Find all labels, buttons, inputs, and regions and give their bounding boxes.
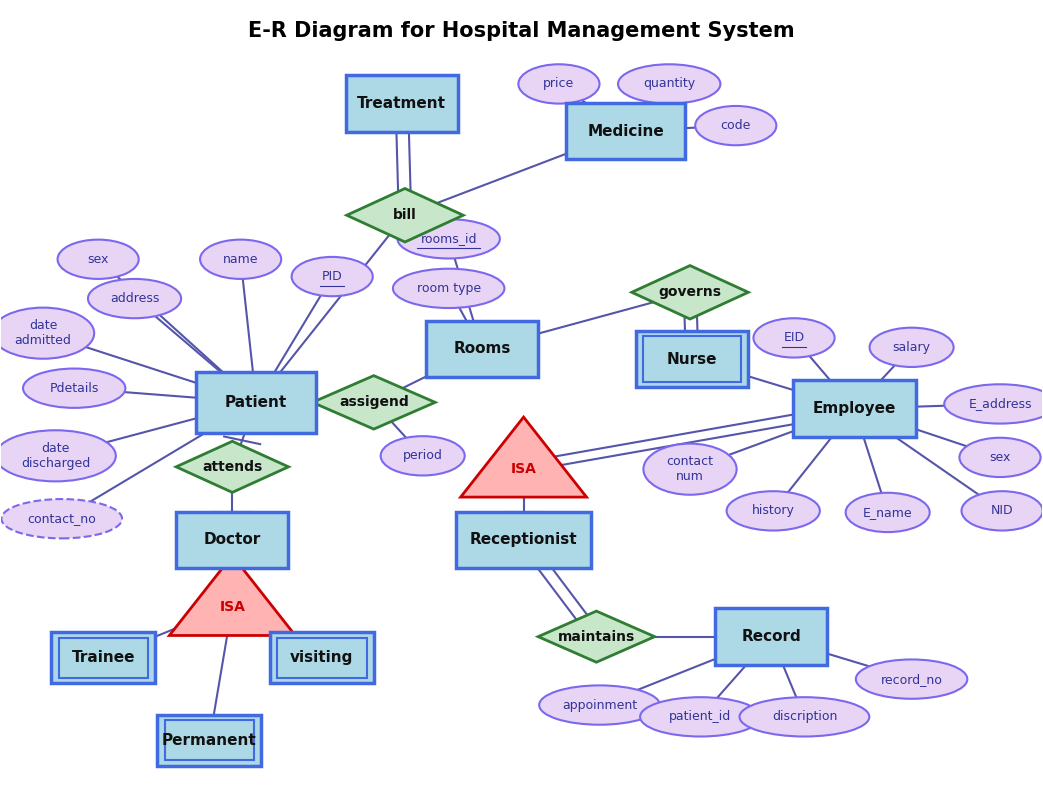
Text: EID: EID — [783, 331, 804, 344]
Text: Medicine: Medicine — [587, 124, 664, 139]
Text: Record: Record — [742, 629, 801, 644]
Text: contact_no: contact_no — [27, 512, 96, 525]
Text: contact
num: contact num — [666, 455, 713, 483]
Text: sex: sex — [990, 451, 1011, 464]
Text: rooms_id: rooms_id — [420, 232, 477, 245]
Polygon shape — [176, 441, 289, 492]
Text: Pdetails: Pdetails — [49, 382, 99, 394]
Text: Trainee: Trainee — [72, 650, 136, 665]
Text: salary: salary — [893, 341, 930, 353]
FancyBboxPatch shape — [270, 632, 373, 683]
Ellipse shape — [856, 660, 967, 699]
Text: Patient: Patient — [225, 394, 288, 409]
Text: NID: NID — [991, 504, 1014, 518]
Ellipse shape — [200, 240, 282, 279]
Ellipse shape — [739, 697, 870, 736]
Ellipse shape — [618, 64, 721, 103]
Text: Employee: Employee — [812, 401, 896, 416]
Ellipse shape — [381, 436, 465, 476]
Text: patient_id: patient_id — [670, 710, 731, 724]
Polygon shape — [169, 555, 295, 635]
Ellipse shape — [644, 443, 736, 495]
Text: date
admitted: date admitted — [15, 320, 71, 347]
Text: sex: sex — [88, 252, 108, 266]
Text: Rooms: Rooms — [454, 342, 511, 357]
FancyBboxPatch shape — [345, 75, 458, 132]
Text: assigend: assigend — [339, 395, 409, 409]
Text: period: period — [403, 449, 442, 462]
Text: attends: attends — [202, 460, 263, 474]
Text: E_address: E_address — [968, 398, 1032, 410]
Text: E_name: E_name — [863, 506, 913, 519]
FancyBboxPatch shape — [426, 320, 538, 377]
Ellipse shape — [292, 257, 372, 296]
Text: quantity: quantity — [644, 77, 696, 91]
FancyBboxPatch shape — [715, 608, 827, 665]
Text: Nurse: Nurse — [666, 352, 718, 367]
Ellipse shape — [518, 64, 600, 103]
Ellipse shape — [727, 492, 820, 530]
Text: Treatment: Treatment — [358, 96, 446, 111]
Ellipse shape — [846, 493, 929, 532]
Ellipse shape — [0, 430, 116, 481]
Ellipse shape — [753, 318, 834, 357]
Ellipse shape — [57, 240, 139, 279]
Ellipse shape — [539, 686, 660, 725]
Polygon shape — [461, 417, 586, 497]
Ellipse shape — [960, 438, 1041, 477]
Text: date
discharged: date discharged — [21, 442, 90, 469]
Polygon shape — [538, 611, 655, 662]
Ellipse shape — [696, 106, 776, 145]
Text: discription: discription — [772, 710, 838, 724]
Ellipse shape — [397, 219, 500, 259]
Text: ISA: ISA — [219, 600, 245, 615]
Polygon shape — [632, 266, 748, 319]
Ellipse shape — [0, 308, 94, 359]
Text: record_no: record_no — [880, 672, 943, 686]
Text: history: history — [752, 504, 795, 518]
FancyBboxPatch shape — [636, 331, 748, 387]
Ellipse shape — [870, 327, 953, 367]
FancyBboxPatch shape — [793, 380, 916, 437]
Text: ISA: ISA — [511, 462, 536, 476]
FancyBboxPatch shape — [176, 511, 289, 568]
Text: name: name — [223, 252, 259, 266]
Text: bill: bill — [393, 208, 417, 222]
Polygon shape — [313, 376, 435, 429]
Text: appoinment: appoinment — [562, 698, 637, 712]
Ellipse shape — [640, 697, 760, 736]
Text: Doctor: Doctor — [203, 533, 261, 548]
Text: Receptionist: Receptionist — [469, 533, 578, 548]
Text: governs: governs — [658, 286, 722, 299]
Text: address: address — [110, 292, 160, 305]
Text: maintains: maintains — [558, 630, 635, 644]
FancyBboxPatch shape — [157, 715, 262, 766]
FancyBboxPatch shape — [51, 632, 155, 683]
Text: PID: PID — [322, 270, 342, 283]
Ellipse shape — [88, 279, 181, 318]
Ellipse shape — [1, 499, 122, 538]
Ellipse shape — [393, 269, 505, 308]
Ellipse shape — [944, 384, 1043, 424]
Polygon shape — [346, 189, 463, 242]
Text: room type: room type — [416, 282, 481, 295]
Text: Permanent: Permanent — [162, 733, 257, 748]
Text: E-R Diagram for Hospital Management System: E-R Diagram for Hospital Management Syst… — [248, 21, 795, 41]
FancyBboxPatch shape — [456, 511, 591, 568]
Ellipse shape — [962, 492, 1043, 530]
FancyBboxPatch shape — [196, 372, 316, 433]
Ellipse shape — [23, 368, 125, 408]
Text: code: code — [721, 119, 751, 132]
Text: price: price — [543, 77, 575, 91]
FancyBboxPatch shape — [565, 103, 685, 159]
Text: visiting: visiting — [290, 650, 354, 665]
